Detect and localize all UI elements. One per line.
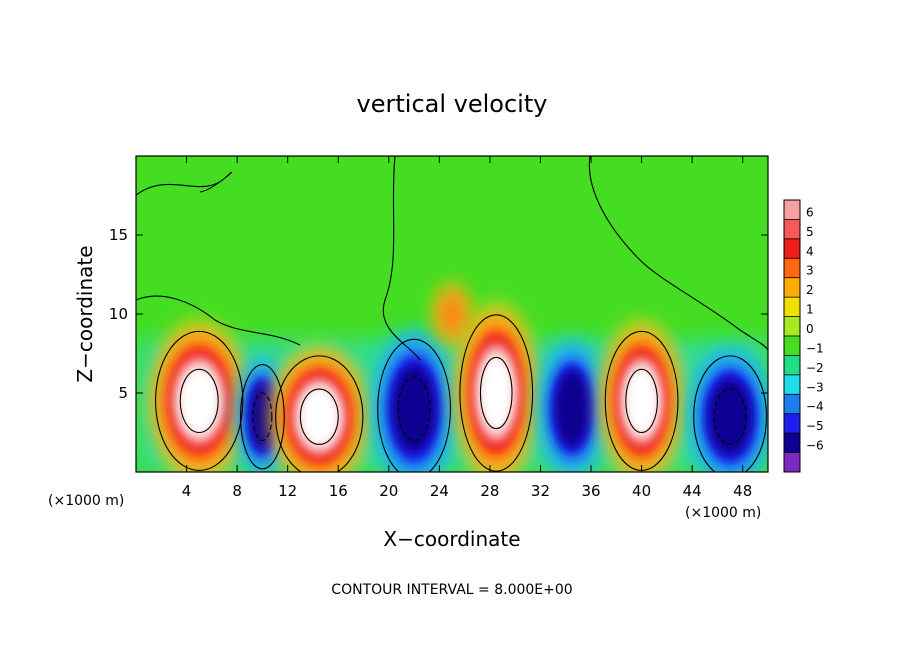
- zero-contour: [155, 330, 244, 471]
- cell-ring: [478, 353, 514, 433]
- colorbar-swatch: [784, 316, 800, 336]
- chart-title: vertical velocity: [357, 90, 548, 118]
- x-tick-label: 4: [182, 482, 192, 500]
- zero-contour: [240, 364, 285, 470]
- cell-contour: [479, 356, 513, 430]
- cell-ring: [438, 289, 466, 339]
- zero-contour: [377, 338, 451, 472]
- colorbar-tick-label: −5: [806, 419, 824, 433]
- x-axis-ticks: 4 8 12 16 20 24 28 32 36 40 44 48: [182, 156, 752, 500]
- y-tick-label: 10: [109, 305, 128, 323]
- colorbar-tick-label: 6: [806, 205, 814, 219]
- contour-interval-note: CONTOUR INTERVAL = 8.000E+00: [331, 582, 572, 598]
- y-tick-label: 5: [118, 384, 128, 402]
- colorbar: 6 5 4 3 2 1 0 −1 −2 −3 −4 −5 −6: [783, 199, 824, 473]
- colorbar-tick-label: −1: [806, 341, 824, 355]
- colorbar-swatch: [784, 336, 800, 356]
- updraft-cell: [456, 304, 536, 472]
- x-tick-label: 16: [329, 482, 348, 500]
- x-tick-label: 20: [379, 482, 398, 500]
- colorbar-tick-label: 4: [806, 244, 814, 258]
- colorbar-tick-label: 5: [806, 225, 814, 239]
- zero-contour: [136, 156, 768, 361]
- colorbar-swatch: [784, 413, 800, 434]
- x-axis-label: X−coordinate: [383, 527, 520, 551]
- x-tick-label: 8: [232, 482, 242, 500]
- zero-contour: [275, 355, 364, 472]
- colorbar-tick-label: 1: [806, 303, 814, 317]
- zero-contour: [459, 314, 534, 472]
- plot-area: [136, 156, 768, 472]
- colorbar-swatch: [784, 258, 800, 278]
- colorbar-swatch: [784, 433, 800, 453]
- x-tick-label: 32: [531, 482, 550, 500]
- z-units-label: (×1000 m): [685, 505, 761, 521]
- cell-contour: [179, 368, 219, 434]
- updraft-cell: [271, 347, 367, 472]
- x-units-label: (×1000 m): [48, 493, 124, 509]
- x-tick-label: 36: [581, 482, 600, 500]
- colorbar-swatch: [784, 355, 800, 375]
- cell-contour: [252, 392, 273, 441]
- updraft-cell: [151, 321, 247, 472]
- x-tick-label: 12: [278, 482, 297, 500]
- zero-contour: [693, 355, 767, 472]
- colorbar-tick-label: −4: [806, 400, 824, 414]
- contour-lines: [136, 156, 768, 472]
- colorbar-tick-label: 0: [806, 322, 814, 336]
- colorbar-swatch: [784, 374, 800, 395]
- colorbar-tick-label: 2: [806, 283, 814, 297]
- cell-contour: [625, 368, 658, 434]
- x-tick-label: 40: [632, 482, 651, 500]
- colorbar-swatch: [784, 297, 800, 317]
- x-tick-label: 28: [480, 482, 499, 500]
- updraft-cell: [602, 321, 682, 472]
- x-tick-label: 48: [733, 482, 752, 500]
- colorbar-swatch: [784, 219, 800, 239]
- colorbar-swatch: [784, 394, 800, 414]
- cell-ring: [178, 366, 221, 436]
- cell-ring: [554, 370, 590, 448]
- colorbar-tick-label: 3: [806, 264, 814, 278]
- x-tick-label: 44: [683, 482, 702, 500]
- colorbar-swatch: [784, 200, 800, 220]
- y-axis-ticks: 5 10 15: [109, 226, 768, 402]
- cell-ring: [298, 386, 341, 448]
- downdraft-cell: [540, 339, 604, 472]
- cell-contour: [299, 388, 339, 445]
- cell-ring: [624, 366, 659, 436]
- colorbar-swatch: [784, 452, 800, 472]
- cell-contour: [713, 388, 747, 445]
- colorbar-swatch: [784, 238, 800, 259]
- downdraft-cell: [690, 347, 768, 472]
- colorbar-swatch: [784, 277, 800, 298]
- y-tick-label: 15: [109, 226, 128, 244]
- colorbar-tick-label: −6: [806, 439, 824, 453]
- x-tick-label: 24: [430, 482, 449, 500]
- colorbar-tick-label: −3: [806, 380, 824, 394]
- updraft-cell: [436, 284, 468, 344]
- colorbar-tick-label: −2: [806, 361, 824, 375]
- y-axis-label: Z−coordinate: [73, 245, 97, 382]
- cell-contour: [397, 376, 431, 441]
